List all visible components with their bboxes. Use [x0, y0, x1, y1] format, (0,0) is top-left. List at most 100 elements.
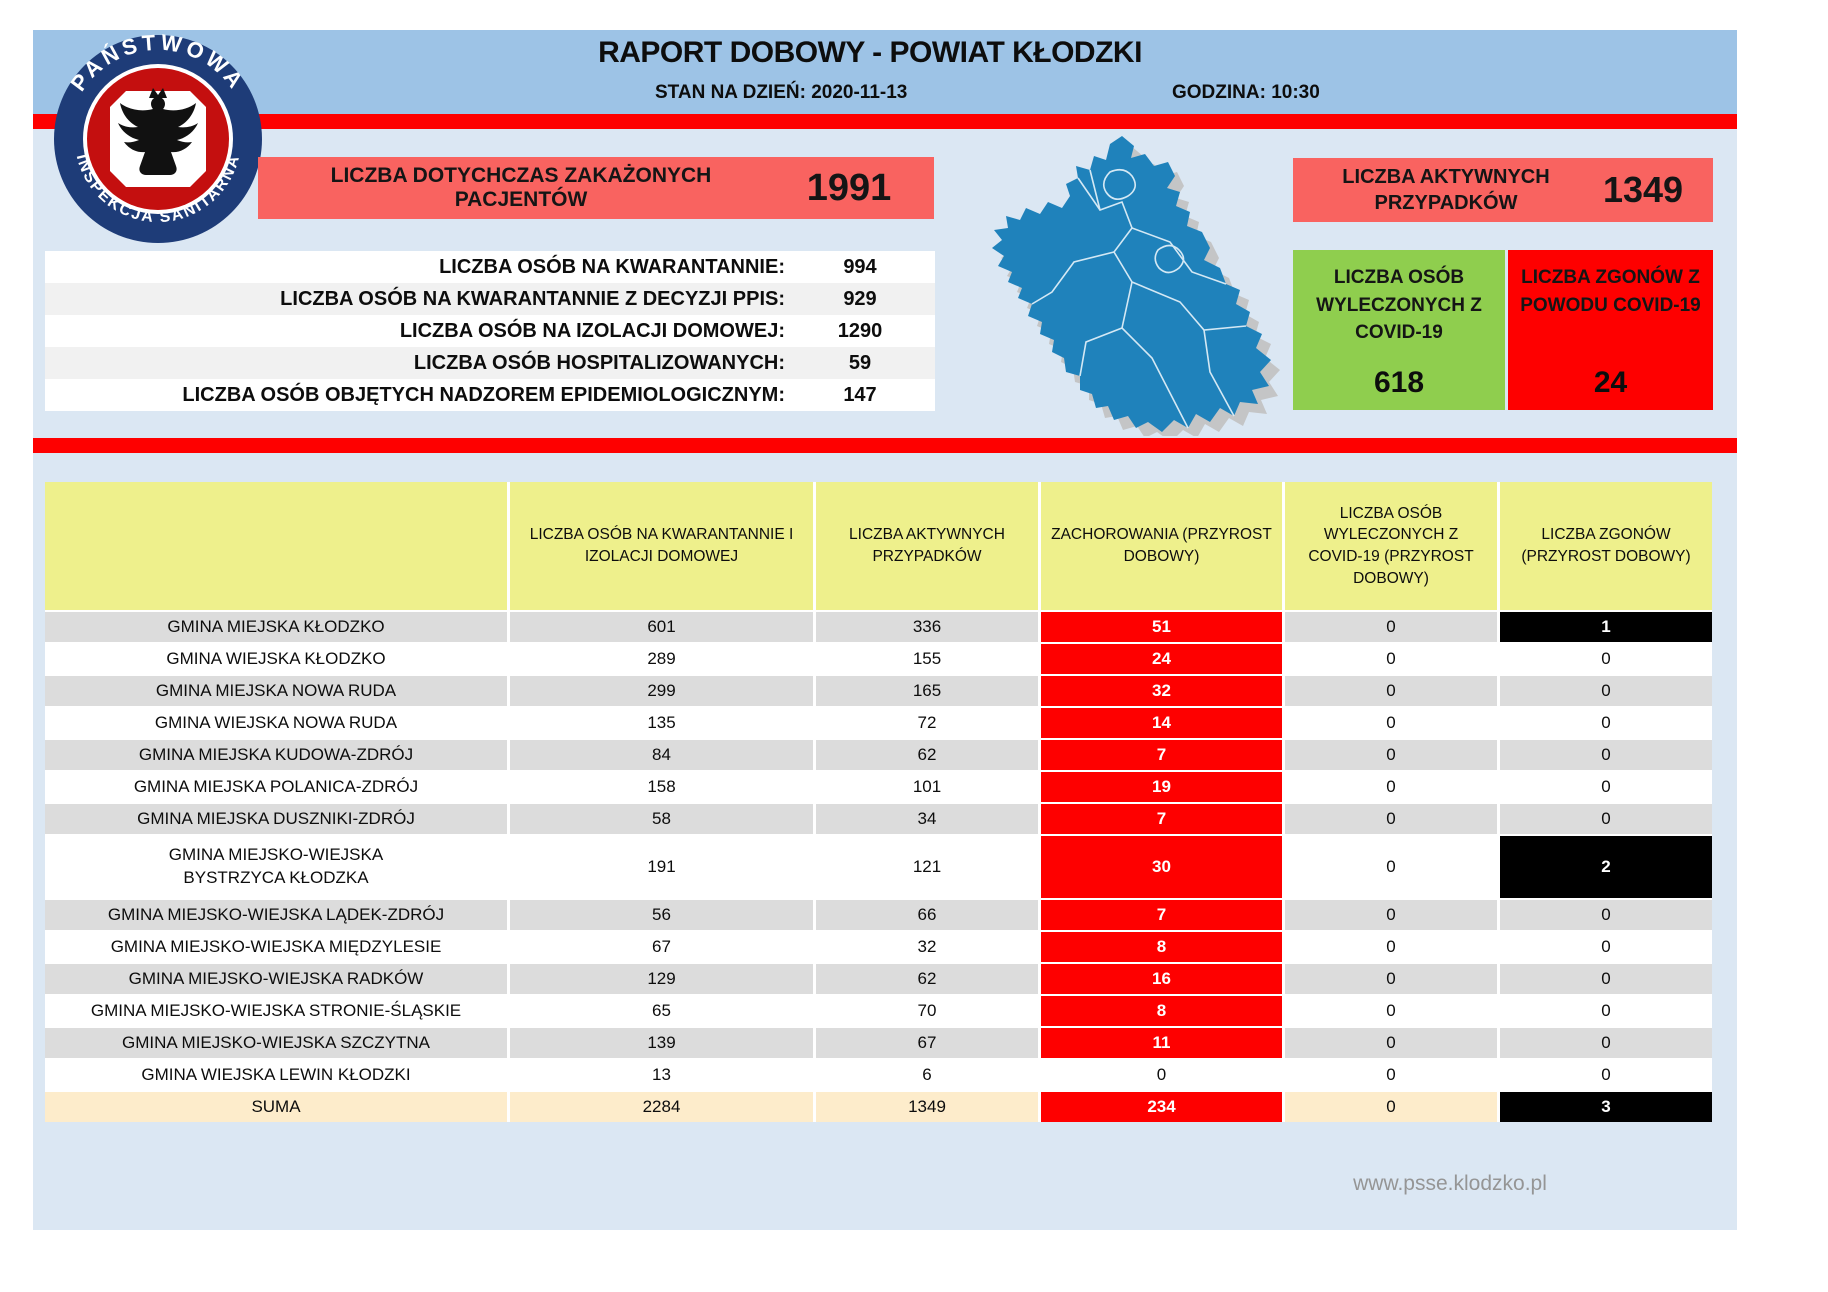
recovered-value: 0 [1285, 676, 1497, 706]
sum-recovered-value: 0 [1285, 1092, 1497, 1122]
active-value: 6 [816, 1060, 1038, 1090]
new-cases-value: 19 [1041, 772, 1282, 802]
quarantine-value: 65 [510, 996, 813, 1026]
active-value: 34 [816, 804, 1038, 834]
table-header-recovered: LICZBA OSÓB WYLECZONYCH Z COVID-19 (PRZY… [1285, 482, 1497, 610]
active-cases-value: 1349 [1602, 169, 1684, 210]
active-value: 336 [816, 612, 1038, 642]
deaths-value: 0 [1500, 676, 1712, 706]
recovered-value: 0 [1285, 708, 1497, 738]
table-row: GMINA WIEJSKA NOWA RUDA 135 72 14 0 0 [45, 708, 1712, 738]
stat-row-quarantine-ppis: LICZBA OSÓB NA KWARANTANNIE Z DECYZJI PP… [45, 283, 935, 315]
stat-row-surveillance: LICZBA OSÓB OBJĘTYCH NADZOREM EPIDEMIOLO… [45, 379, 935, 411]
new-cases-value: 14 [1041, 708, 1282, 738]
table-row: GMINA MIEJSKO-WIEJSKA MIĘDZYLESIE 67 32 … [45, 932, 1712, 962]
quarantine-value: 191 [510, 836, 813, 898]
gmina-name: GMINA MIEJSKA NOWA RUDA [45, 676, 507, 706]
quarantine-value: 129 [510, 964, 813, 994]
recovered-value: 0 [1285, 740, 1497, 770]
new-cases-value: 8 [1041, 996, 1282, 1026]
quarantine-value: 56 [510, 900, 813, 930]
gmina-name: GMINA MIEJSKA POLANICA-ZDRÓJ [45, 772, 507, 802]
gmina-name: GMINA MIEJSKO-WIEJSKA BYSTRZYCA KŁODZKA [168, 845, 384, 887]
gmina-name: GMINA MIEJSKO-WIEJSKA RADKÓW [45, 964, 507, 994]
recovered-value: 0 [1285, 836, 1497, 898]
recovered-value: 0 [1285, 772, 1497, 802]
table-row: GMINA MIEJSKO-WIEJSKA BYSTRZYCA KŁODZKA … [45, 836, 1712, 898]
gmina-name: GMINA MIEJSKA KŁODZKO [45, 612, 507, 642]
new-cases-value: 11 [1041, 1028, 1282, 1058]
deaths-value: 1 [1500, 612, 1712, 642]
page-title: RAPORT DOBOWY - POWIAT KŁODZKI [598, 36, 1142, 69]
deaths-value: 0 [1500, 932, 1712, 962]
table-header-gmina [45, 482, 507, 610]
stats-list: LICZBA OSÓB NA KWARANTANNIE: 994 LICZBA … [45, 251, 935, 411]
red-divider-middle [33, 438, 1737, 453]
header-band [33, 30, 1737, 114]
new-cases-value: 16 [1041, 964, 1282, 994]
recovered-value: 0 [1285, 612, 1497, 642]
new-cases-value: 7 [1041, 804, 1282, 834]
active-value: 165 [816, 676, 1038, 706]
table-row: GMINA MIEJSKA KUDOWA-ZDRÓJ 84 62 7 0 0 [45, 740, 1712, 770]
quarantine-value: 158 [510, 772, 813, 802]
active-value: 66 [816, 900, 1038, 930]
deaths-value: 24 [1593, 366, 1628, 399]
gmina-table: LICZBA OSÓB NA KWARANTANNIE I IZOLACJI D… [45, 482, 1712, 1122]
sum-active-value: 1349 [816, 1092, 1038, 1122]
deaths-value: 0 [1500, 1028, 1712, 1058]
deaths-value: 0 [1500, 900, 1712, 930]
stat-label: LICZBA OSÓB NA KWARANTANNIE Z DECYZJI PP… [280, 287, 785, 310]
active-cases-box: LICZBA AKTYWNYCH PRZYPADKÓW 1349 [1293, 158, 1713, 222]
stat-label: LICZBA OSÓB NA IZOLACJI DOMOWEJ: [399, 319, 785, 342]
active-value: 70 [816, 996, 1038, 1026]
sum-label: SUMA [45, 1092, 507, 1122]
deaths-value: 0 [1500, 772, 1712, 802]
new-cases-value: 0 [1041, 1060, 1282, 1090]
website-url: www.psse.klodzko.pl [1353, 1172, 1547, 1195]
recovered-value: 0 [1285, 644, 1497, 674]
recovered-value: 0 [1285, 1028, 1497, 1058]
gmina-name: GMINA WIEJSKA LEWIN KŁODZKI [45, 1060, 507, 1090]
new-cases-value: 24 [1041, 644, 1282, 674]
recovered-box: LICZBA OSÓB WYLECZONYCH Z COVID-19 618 [1293, 250, 1505, 410]
deaths-value: 0 [1500, 740, 1712, 770]
county-map-icon [982, 132, 1284, 442]
quarantine-value: 13 [510, 1060, 813, 1090]
deaths-value: 0 [1500, 996, 1712, 1026]
active-value: 32 [816, 932, 1038, 962]
new-cases-value: 30 [1041, 836, 1282, 898]
new-cases-value: 51 [1041, 612, 1282, 642]
recovered-value: 0 [1285, 932, 1497, 962]
sum-new-cases-value: 234 [1041, 1092, 1282, 1122]
red-divider-top [33, 114, 1737, 129]
deaths-value: 0 [1500, 708, 1712, 738]
new-cases-value: 32 [1041, 676, 1282, 706]
stat-label: LICZBA OSÓB OBJĘTYCH NADZOREM EPIDEMIOLO… [182, 383, 785, 406]
table-sum-row: SUMA 2284 1349 234 0 3 [45, 1092, 1712, 1122]
new-cases-value: 7 [1041, 900, 1282, 930]
table-row: GMINA MIEJSKO-WIEJSKA RADKÓW 129 62 16 0… [45, 964, 1712, 994]
table-header-deaths: LICZBA ZGONÓW (PRZYROST DOBOWY) [1500, 482, 1712, 610]
active-value: 62 [816, 964, 1038, 994]
quarantine-value: 299 [510, 676, 813, 706]
sum-quarantine-value: 2284 [510, 1092, 813, 1122]
stat-value: 147 [843, 383, 877, 406]
deaths-value: 0 [1500, 804, 1712, 834]
quarantine-value: 58 [510, 804, 813, 834]
table-row: GMINA MIEJSKO-WIEJSKA SZCZYTNA 139 67 11… [45, 1028, 1712, 1058]
recovered-value: 0 [1285, 964, 1497, 994]
table-header-active: LICZBA AKTYWNYCH PRZYPADKÓW [816, 482, 1038, 610]
active-value: 101 [816, 772, 1038, 802]
quarantine-value: 67 [510, 932, 813, 962]
table-row: GMINA MIEJSKO-WIEJSKA LĄDEK-ZDRÓJ 56 66 … [45, 900, 1712, 930]
active-value: 121 [816, 836, 1038, 898]
report-date: STAN NA DZIEŃ: 2020-11-13 [655, 82, 908, 103]
stat-row-isolation: LICZBA OSÓB NA IZOLACJI DOMOWEJ: 1290 [45, 315, 935, 347]
gmina-name: GMINA MIEJSKA DUSZNIKI-ZDRÓJ [45, 804, 507, 834]
recovered-value: 0 [1285, 1060, 1497, 1090]
stat-value: 1290 [837, 319, 883, 342]
active-value: 155 [816, 644, 1038, 674]
deaths-value: 2 [1500, 836, 1712, 898]
quarantine-value: 84 [510, 740, 813, 770]
